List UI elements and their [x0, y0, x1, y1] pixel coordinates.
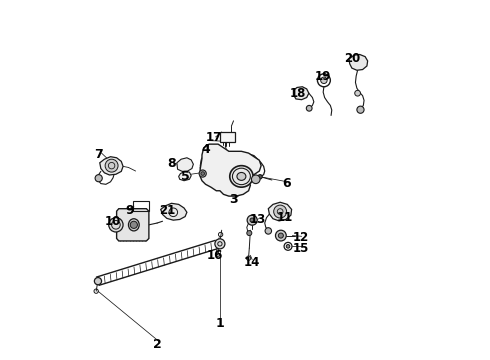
Circle shape [274, 205, 287, 218]
Circle shape [357, 106, 364, 113]
Circle shape [215, 239, 225, 249]
FancyBboxPatch shape [220, 132, 235, 141]
Polygon shape [349, 54, 368, 70]
Circle shape [258, 175, 262, 179]
Text: 1: 1 [216, 317, 224, 330]
Text: 7: 7 [94, 148, 103, 161]
Circle shape [286, 244, 290, 248]
Text: 15: 15 [293, 242, 309, 255]
Text: 11: 11 [276, 211, 293, 224]
Text: 6: 6 [282, 177, 291, 190]
Circle shape [251, 175, 260, 184]
Text: 5: 5 [181, 170, 190, 183]
Circle shape [95, 175, 102, 182]
Circle shape [247, 215, 257, 225]
Circle shape [320, 77, 327, 84]
Polygon shape [177, 158, 194, 171]
Circle shape [130, 221, 137, 228]
Circle shape [306, 105, 312, 111]
Text: 4: 4 [201, 143, 210, 156]
Text: 9: 9 [125, 204, 134, 217]
Text: 12: 12 [293, 231, 309, 244]
Text: 13: 13 [249, 213, 266, 226]
Text: 14: 14 [243, 256, 260, 269]
Circle shape [109, 218, 123, 232]
Circle shape [250, 218, 254, 222]
Polygon shape [200, 144, 261, 196]
Circle shape [199, 170, 206, 177]
Ellipse shape [128, 219, 139, 231]
Text: 8: 8 [167, 157, 176, 170]
Text: 20: 20 [344, 51, 361, 64]
Polygon shape [161, 203, 187, 220]
Text: 19: 19 [315, 69, 331, 82]
Text: 21: 21 [159, 204, 175, 217]
Polygon shape [100, 157, 123, 175]
Text: 16: 16 [206, 249, 223, 262]
Ellipse shape [230, 166, 253, 187]
Ellipse shape [237, 172, 246, 180]
Polygon shape [117, 209, 149, 241]
Circle shape [275, 230, 286, 241]
Circle shape [105, 159, 118, 172]
Text: 2: 2 [153, 338, 162, 351]
Polygon shape [179, 171, 191, 181]
Text: 10: 10 [104, 215, 121, 228]
Text: 3: 3 [229, 193, 238, 206]
Circle shape [247, 230, 252, 235]
Polygon shape [294, 87, 309, 100]
Text: 18: 18 [290, 87, 306, 100]
Circle shape [201, 172, 204, 175]
Circle shape [278, 233, 283, 238]
Circle shape [265, 228, 271, 234]
Text: 17: 17 [206, 131, 222, 144]
Circle shape [355, 90, 361, 96]
Polygon shape [269, 202, 292, 221]
Circle shape [95, 278, 101, 285]
